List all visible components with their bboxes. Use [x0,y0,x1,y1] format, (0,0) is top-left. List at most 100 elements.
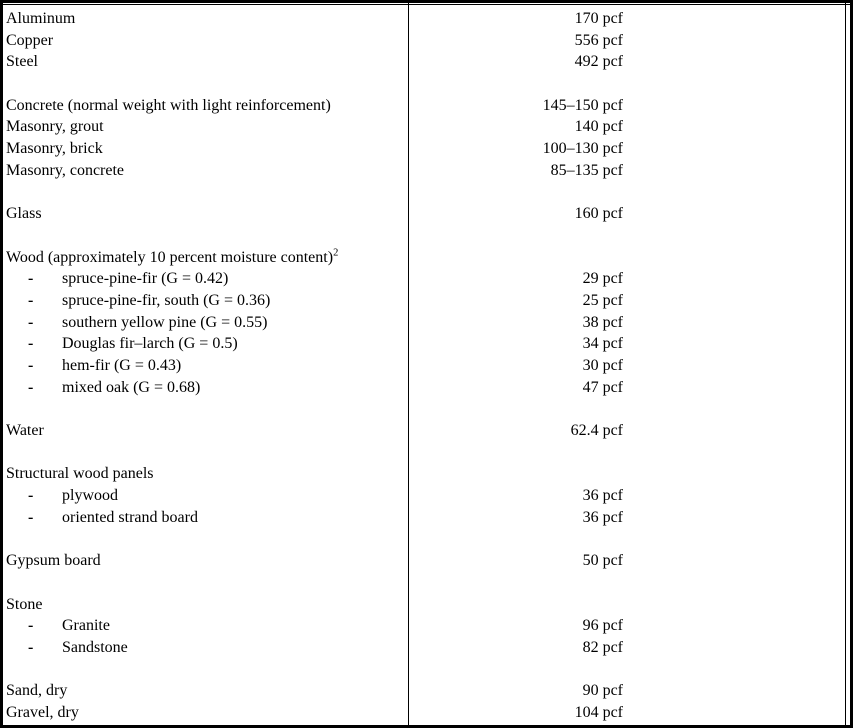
density-value: 160 pcf [574,205,623,223]
material-row: Masonry, grout 140 pcf [3,116,850,138]
material-cell: - hem-fir (G = 0.43) [3,355,408,377]
density-cell: 90 pcf [408,680,850,702]
density-value: 96 pcf [582,617,623,635]
material-label: hem-fir (G = 0.43) [62,357,182,374]
material-cell: - spruce-pine-fir, south (G = 0.36) [3,290,408,312]
density-value: 90 pcf [582,682,623,700]
material-label: mixed oak (G = 0.68) [62,378,201,396]
density-cell: 96 pcf [408,615,850,637]
material-row: Gypsum board 50 pcf [3,550,850,572]
material-label: plywood [62,487,118,505]
bullet-dash-icon: - [28,291,34,309]
density-cell [408,463,850,485]
material-label: Copper [6,31,54,49]
density-cell: 556 pcf [408,30,850,52]
spacer-row [3,182,850,204]
density-cell: 140 pcf [408,116,850,138]
density-value: 34 pcf [582,335,623,353]
material-row: - oriented strand board 36 pcf [3,507,850,529]
density-cell: 492 pcf [408,51,850,73]
material-label: Gravel, dry [6,704,79,721]
density-value: 556 pcf [574,31,623,49]
material-label: Steel [6,53,38,71]
density-cell: 62.4 pcf [408,420,850,442]
material-row: Wood (approximately 10 percent moisture … [3,247,850,269]
spacer-row [3,225,850,247]
density-value: 50 pcf [582,552,623,570]
density-value: 38 pcf [582,313,623,331]
density-value: 100–130 pcf [542,140,623,158]
density-cell: 82 pcf [408,637,850,659]
density-value: 140 pcf [574,118,623,136]
material-cell: - southern yellow pine (G = 0.55) [3,312,408,334]
material-row: Water 62.4 pcf [3,420,850,442]
material-row: Stone [3,594,850,616]
material-cell: - Granite [3,615,408,637]
material-row: Structural wood panels [3,463,850,485]
material-row: Copper 556 pcf [3,30,850,52]
bullet-dash-icon: - [28,487,34,505]
bullet-dash-icon: - [28,270,34,288]
density-cell [408,247,850,269]
inner-top-border [3,4,850,5]
density-cell: 38 pcf [408,312,850,334]
density-cell: 145–150 pcf [408,95,850,117]
material-row: Glass 160 pcf [3,203,850,225]
material-label: Sand, dry [6,682,68,700]
material-label: Masonry, concrete [6,161,125,179]
material-label: Masonry, brick [6,140,103,158]
material-row: Sand, dry 90 pcf [3,680,850,702]
density-cell: 34 pcf [408,333,850,355]
material-cell: Copper [3,30,408,52]
material-row: - plywood 36 pcf [3,485,850,507]
density-cell: 160 pcf [408,203,850,225]
material-cell: Glass [3,203,408,225]
bullet-dash-icon: - [28,357,34,374]
density-cell: 30 pcf [408,355,850,377]
density-cell: 100–130 pcf [408,138,850,160]
bullet-dash-icon: - [28,617,34,635]
density-value: 104 pcf [574,704,623,721]
spacer-row [3,442,850,464]
material-label: Wood (approximately 10 percent moisture … [6,248,334,266]
spacer-row [3,73,850,95]
density-value: 62.4 pcf [570,422,623,440]
material-row: - Sandstone 82 pcf [3,637,850,659]
density-value: 36 pcf [582,508,623,526]
material-cell: Water [3,420,408,442]
material-label: oriented strand board [62,508,198,526]
density-cell: 25 pcf [408,290,850,312]
material-label: spruce-pine-fir (G = 0.42) [62,270,229,288]
density-cell: 36 pcf [408,507,850,529]
material-cell: - Sandstone [3,637,408,659]
material-cell: Steel [3,51,408,73]
bullet-dash-icon: - [28,313,34,331]
density-value: 170 pcf [574,10,623,27]
spacer-row [3,659,850,681]
material-cell: Aluminum [3,8,408,30]
bullet-dash-icon: - [28,335,34,353]
material-label: spruce-pine-fir, south (G = 0.36) [62,291,271,309]
inner-right-border [845,3,846,725]
material-cell: - spruce-pine-fir (G = 0.42) [3,268,408,290]
material-cell: Gravel, dry [3,702,408,724]
material-cell: Wood (approximately 10 percent moisture … [3,247,408,269]
material-row: - southern yellow pine (G = 0.55) 38 pcf [3,312,850,334]
spacer-row [3,529,850,551]
material-cell: Structural wood panels [3,463,408,485]
density-cell: 85–135 pcf [408,160,850,182]
material-row: - Granite 96 pcf [3,615,850,637]
bullet-dash-icon: - [28,378,34,396]
material-label: Glass [6,205,42,223]
material-row: Masonry, concrete 85–135 pcf [3,160,850,182]
material-label: southern yellow pine (G = 0.55) [62,313,268,331]
table-body: Aluminum 170 pcf Copper 556 pcf Steel 49… [3,3,850,725]
footnote-superscript: 2 [333,247,339,259]
density-value: 36 pcf [582,487,623,505]
density-value: 30 pcf [582,357,623,374]
material-row: - spruce-pine-fir, south (G = 0.36) 25 pc… [3,290,850,312]
material-label: Structural wood panels [6,465,154,483]
density-cell: 29 pcf [408,268,850,290]
material-label: Aluminum [6,10,76,27]
